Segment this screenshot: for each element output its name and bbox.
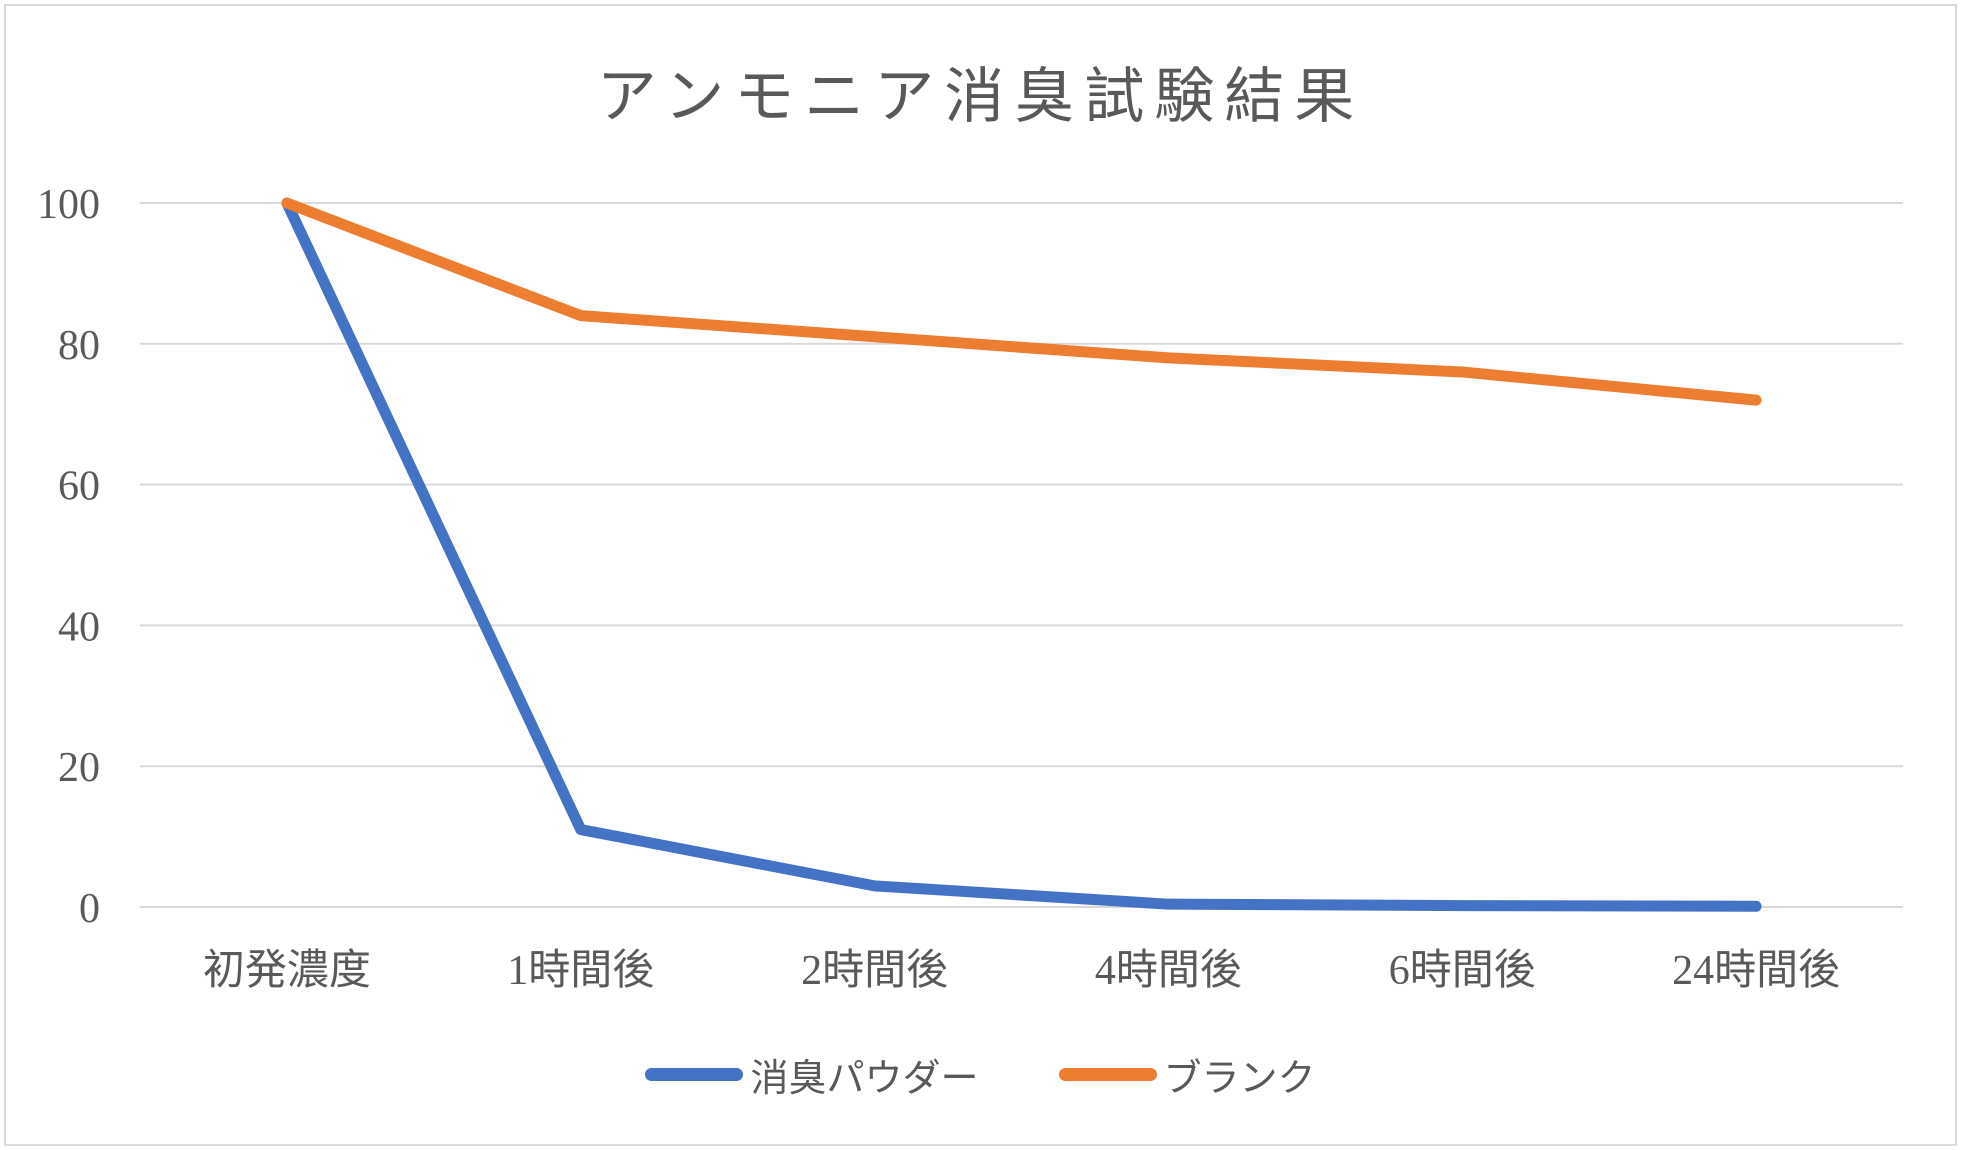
y-tick-label-20: 20 — [58, 745, 100, 791]
legend-label-blank: ブランク — [1163, 1057, 1316, 1100]
legend-item-deodorant-powder[interactable]: 消臭パウダー — [645, 1047, 979, 1102]
series-line-1[interactable] — [281, 197, 1762, 406]
y-tick-label-0: 0 — [79, 886, 100, 932]
x-category-label-4: 6時間後 — [1389, 948, 1536, 994]
legend: 消臭パウダー ブランク — [0, 1046, 1961, 1102]
x-category-label-3: 4時間後 — [1095, 948, 1242, 994]
x-category-label-1: 1時間後 — [507, 948, 654, 994]
y-tick-label-80: 80 — [58, 323, 100, 369]
x-category-label-5: 24時間後 — [1672, 948, 1840, 994]
y-tick-label-60: 60 — [58, 464, 100, 510]
series-line-0[interactable] — [281, 197, 1762, 912]
x-category-label-2: 2時間後 — [801, 948, 948, 994]
legend-line-marker-orange — [1058, 1067, 1157, 1081]
legend-label-deodorant-powder: 消臭パウダー — [750, 1057, 979, 1100]
legend-item-blank[interactable]: ブランク — [1058, 1047, 1316, 1102]
legend-line-marker-blue — [645, 1067, 744, 1081]
chart-title: アンモニア消臭試験結果 — [596, 64, 1365, 130]
y-tick-label-40: 40 — [58, 604, 100, 650]
y-tick-label-100: 100 — [37, 182, 100, 228]
x-category-label-0: 初発濃度 — [203, 948, 371, 994]
